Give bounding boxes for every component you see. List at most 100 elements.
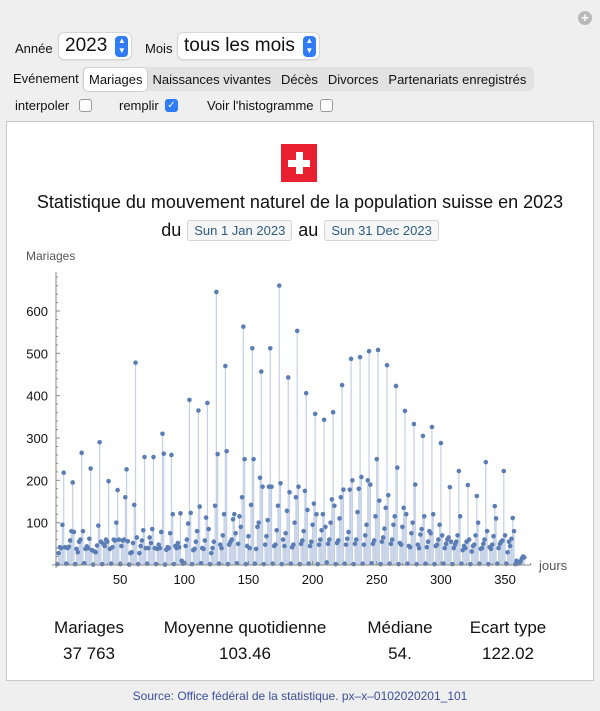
data-point (97, 439, 102, 445)
data-point (134, 535, 140, 540)
data-point (243, 561, 249, 567)
data-point (81, 561, 87, 566)
data-point (279, 561, 285, 567)
tab-naissances[interactable]: Naissances vivantes (152, 71, 271, 87)
tab-divorces[interactable]: Divorces (327, 71, 379, 87)
data-point (394, 465, 400, 470)
data-point (466, 537, 472, 542)
data-point (365, 478, 371, 483)
data-point (480, 541, 486, 547)
data-point (391, 522, 396, 528)
data-point (58, 545, 64, 551)
data-point (167, 530, 173, 536)
data-point (99, 561, 105, 567)
tab-partenariats[interactable]: Partenariats enregistrés (388, 71, 527, 87)
data-point (115, 487, 120, 493)
data-point (211, 539, 217, 545)
histogram-checkbox[interactable] (320, 99, 333, 112)
data-point (311, 501, 317, 506)
data-point (343, 542, 349, 547)
data-point (475, 520, 481, 525)
data-point (325, 541, 331, 547)
data-point (96, 523, 101, 528)
data-point (197, 504, 202, 509)
data-point (500, 538, 505, 543)
interpoler-checkbox[interactable] (79, 99, 92, 112)
x-tick-label: 150 (238, 572, 260, 587)
data-point (389, 537, 395, 542)
month-select[interactable]: tous les mois ▲ ▼ (178, 33, 319, 59)
tab-mariages[interactable]: Mariages (84, 67, 148, 91)
remplir-checkbox[interactable]: ✓ (165, 99, 178, 112)
data-point (124, 467, 129, 472)
data-point (282, 543, 287, 549)
source-note: Source: Office fédéral de la statistique… (132, 689, 468, 703)
data-point (382, 526, 387, 531)
data-point (468, 561, 473, 567)
tab-deces[interactable]: Décès (280, 71, 318, 87)
data-point (131, 502, 137, 508)
data-point (79, 450, 84, 456)
x-tick-label: 50 (113, 572, 127, 587)
data-point (347, 487, 353, 492)
data-point (303, 390, 309, 396)
data-point (130, 540, 136, 546)
data-point (341, 487, 346, 492)
data-point (436, 537, 441, 542)
data-point (307, 543, 313, 549)
data-point (110, 544, 115, 550)
data-point (339, 382, 345, 388)
data-point (420, 433, 426, 439)
data-point (116, 537, 122, 542)
data-point (489, 542, 495, 547)
data-point (493, 516, 499, 521)
data-point (264, 533, 269, 539)
data-point (258, 369, 264, 374)
stat-stddev-label: Ecart type (469, 618, 547, 637)
add-icon[interactable]: + (578, 11, 592, 25)
data-point (255, 524, 260, 530)
data-point (206, 526, 211, 532)
data-point (333, 561, 338, 567)
data-point (256, 520, 262, 525)
to-label: au (298, 220, 319, 240)
data-point (416, 545, 422, 551)
data-point (175, 540, 181, 546)
data-point (479, 545, 485, 551)
data-point (239, 494, 245, 500)
data-point (193, 539, 199, 545)
data-point (157, 545, 163, 551)
data-point (138, 543, 143, 549)
data-point (66, 544, 72, 550)
data-point (93, 550, 99, 555)
data-point (496, 545, 501, 551)
data-point (203, 515, 209, 520)
year-value: 2023 (65, 35, 108, 56)
data-point (455, 533, 460, 538)
stat-mean-value: 103.46 (219, 644, 271, 663)
x-tick-label: 300 (430, 572, 452, 587)
y-tick-label: 200 (26, 473, 48, 488)
y-axis-label: Mariages (26, 249, 75, 263)
data-point (208, 550, 214, 556)
from-label: du (161, 220, 182, 240)
year-select[interactable]: 2023 ▲ ▼ (59, 33, 132, 59)
y-tick-label: 300 (26, 431, 48, 446)
data-point (225, 561, 231, 567)
data-point (56, 550, 61, 556)
data-point (285, 375, 291, 380)
data-point (439, 533, 445, 538)
data-point (443, 541, 449, 547)
data-point (457, 514, 463, 519)
data-point (160, 431, 165, 437)
data-point (88, 466, 93, 471)
data-point (188, 510, 194, 516)
data-point (67, 538, 73, 543)
data-point (296, 484, 301, 489)
data-point (192, 546, 197, 552)
data-point (215, 451, 220, 457)
data-point (396, 561, 401, 567)
data-point (133, 360, 138, 365)
data-point (146, 545, 151, 551)
data-point (257, 475, 263, 481)
